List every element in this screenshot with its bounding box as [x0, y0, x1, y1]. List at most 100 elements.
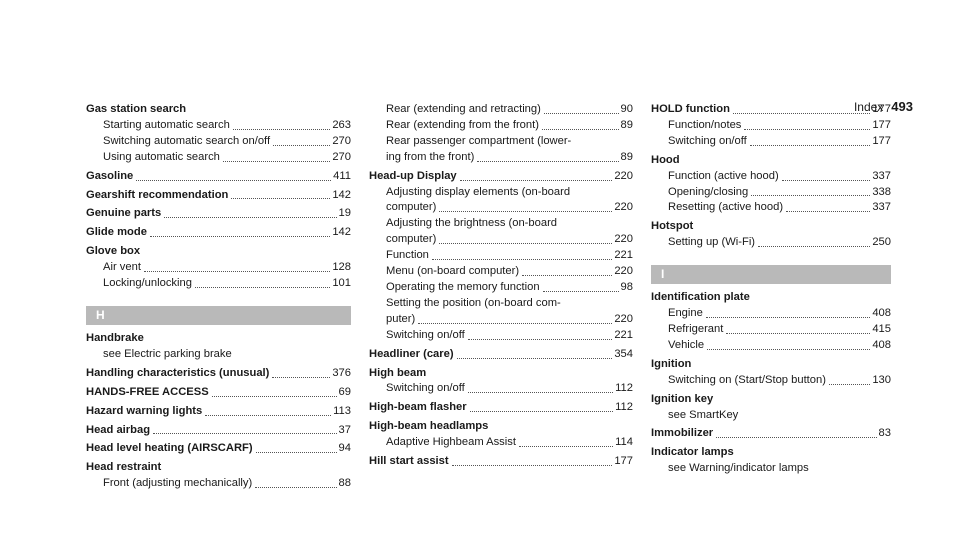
entry-label: Head-up Display — [369, 169, 457, 182]
index-entry[interactable]: Head level heating (AIRSCARF) 94 — [86, 441, 351, 457]
index-entry[interactable]: Hill start assist 177 — [369, 454, 633, 470]
page-reference[interactable]: 220 — [614, 233, 633, 246]
page-reference[interactable]: 112 — [615, 382, 633, 395]
page-reference[interactable]: 220 — [614, 312, 633, 325]
page-reference[interactable]: 337 — [872, 169, 891, 182]
index-entry: Hotspot — [651, 219, 891, 235]
page-reference[interactable]: 130 — [872, 373, 891, 386]
index-subentry[interactable]: puter) 220 — [369, 312, 633, 328]
page-reference[interactable]: 220 — [614, 201, 633, 214]
index-subentry[interactable]: Engine 408 — [651, 306, 891, 322]
index-subentry[interactable]: Using automatic search 270 — [86, 150, 351, 166]
page-reference[interactable]: 221 — [614, 249, 633, 262]
index-entry[interactable]: Glide mode 142 — [86, 225, 351, 241]
index-subentry[interactable]: Switching on (Start/Stop button) 130 — [651, 373, 891, 389]
page-reference[interactable]: 114 — [615, 436, 633, 449]
page-reference[interactable]: 177 — [872, 103, 891, 115]
page-reference[interactable]: 354 — [614, 347, 633, 360]
entry-label: Using automatic search — [103, 150, 220, 163]
page-reference[interactable]: 88 — [338, 477, 351, 490]
index-title: Index — [853, 100, 884, 114]
page-reference[interactable]: 270 — [332, 134, 351, 147]
page-reference[interactable]: 90 — [620, 103, 633, 115]
page-reference[interactable]: 83 — [878, 427, 891, 440]
index-entry: Head restraint — [86, 460, 351, 476]
index-subentry[interactable]: Starting automatic search 263 — [86, 118, 351, 134]
page-reference[interactable]: 177 — [614, 455, 633, 468]
index-subentry[interactable]: Function (active hood) 337 — [651, 169, 891, 185]
page-reference[interactable]: 220 — [614, 265, 633, 278]
page-reference[interactable]: 177 — [872, 134, 891, 147]
dot-leader — [467, 392, 614, 394]
dot-leader — [272, 376, 331, 378]
index-subentry[interactable]: computer) 220 — [369, 232, 633, 248]
index-subentry[interactable]: Locking/unlocking 101 — [86, 276, 351, 292]
index-subentry[interactable]: Menu (on-board computer) 220 — [369, 264, 633, 280]
page-reference[interactable]: 113 — [333, 404, 351, 417]
index-entry[interactable]: High-beam flasher 112 — [369, 400, 633, 416]
index-subentry[interactable]: Function/notes 177 — [651, 118, 891, 134]
index-entry: Ignition — [651, 357, 891, 373]
page-reference[interactable]: 89 — [620, 150, 633, 163]
index-entry[interactable]: Genuine parts 19 — [86, 206, 351, 222]
page-reference[interactable]: 411 — [333, 169, 351, 182]
index-entry[interactable]: HOLD function 177 — [651, 102, 891, 118]
page-reference[interactable]: 376 — [332, 366, 351, 379]
index-subentry[interactable]: Function 221 — [369, 248, 633, 264]
index-entry[interactable]: Immobilizer 83 — [651, 426, 891, 442]
page-reference[interactable]: 337 — [872, 201, 891, 214]
index-entry[interactable]: Gasoline 411 — [86, 169, 351, 185]
page-reference[interactable]: 408 — [872, 338, 891, 351]
page-reference[interactable]: 221 — [614, 328, 633, 341]
page-reference[interactable]: 270 — [332, 150, 351, 163]
page-reference[interactable]: 98 — [620, 280, 633, 293]
page-reference[interactable]: 94 — [338, 442, 351, 455]
index-subentry[interactable]: Operating the memory function 98 — [369, 280, 633, 296]
index-subentry[interactable]: Air vent 128 — [86, 260, 351, 276]
page-reference[interactable]: 112 — [615, 401, 633, 414]
page-reference[interactable]: 250 — [872, 236, 891, 249]
index-subentry[interactable]: Setting up (Wi-Fi) 250 — [651, 235, 891, 251]
index-subentry[interactable]: Rear (extending from the front) 89 — [369, 118, 633, 134]
index-entry[interactable]: HANDS-FREE ACCESS 69 — [86, 385, 351, 401]
index-subentry[interactable]: Switching on/off 112 — [369, 381, 633, 397]
page-reference[interactable]: 142 — [332, 188, 351, 201]
index-subentry: see Electric parking brake — [86, 347, 351, 363]
page-reference[interactable]: 37 — [338, 423, 351, 436]
page-reference[interactable]: 69 — [338, 385, 351, 398]
index-entry[interactable]: Head airbag 37 — [86, 423, 351, 439]
page-reference[interactable]: 89 — [620, 118, 633, 131]
index-subentry[interactable]: Switching on/off 177 — [651, 134, 891, 150]
index-subentry[interactable]: Resetting (active hood) 337 — [651, 200, 891, 216]
index-entry[interactable]: Head-up Display 220 — [369, 169, 633, 185]
page-reference[interactable]: 263 — [332, 118, 351, 131]
page-reference[interactable]: 338 — [872, 185, 891, 198]
index-entry[interactable]: Headliner (care) 354 — [369, 347, 633, 363]
page-reference[interactable]: 408 — [872, 307, 891, 320]
index-subentry[interactable]: Refrigerant 415 — [651, 322, 891, 338]
index-subentry[interactable]: computer) 220 — [369, 200, 633, 216]
index-entry[interactable]: Gearshift recommendation 142 — [86, 188, 351, 204]
index-subentry[interactable]: Rear (extending and retracting) 90 — [369, 102, 633, 118]
index-subentry[interactable]: Switching automatic search on/off 270 — [86, 134, 351, 150]
entry-label: Ignition — [651, 357, 692, 370]
entry-label: Function (active hood) — [668, 169, 779, 182]
index-subentry[interactable]: Vehicle 408 — [651, 338, 891, 354]
page-reference[interactable]: 142 — [332, 226, 351, 239]
index-subentry[interactable]: ing from the front) 89 — [369, 150, 633, 166]
index-subentry[interactable]: Adaptive Highbeam Assist 114 — [369, 435, 633, 451]
index-entry[interactable]: Hazard warning lights 113 — [86, 404, 351, 420]
page-reference[interactable]: 177 — [872, 118, 891, 131]
page-reference[interactable]: 415 — [872, 322, 891, 335]
index-entry: Handbrake — [86, 331, 351, 347]
page-reference[interactable]: 220 — [614, 169, 633, 182]
letter-section-header: H — [86, 305, 351, 325]
page-reference[interactable]: 128 — [332, 261, 351, 274]
entry-label: Adaptive Highbeam Assist — [386, 436, 516, 449]
index-entry[interactable]: Handling characteristics (unusual) 376 — [86, 366, 351, 382]
page-reference[interactable]: 19 — [338, 207, 351, 220]
page-reference[interactable]: 101 — [332, 277, 351, 290]
index-subentry[interactable]: Switching on/off 221 — [369, 328, 633, 344]
index-subentry[interactable]: Opening/closing 338 — [651, 185, 891, 201]
index-subentry[interactable]: Front (adjusting mechanically) 88 — [86, 476, 351, 492]
